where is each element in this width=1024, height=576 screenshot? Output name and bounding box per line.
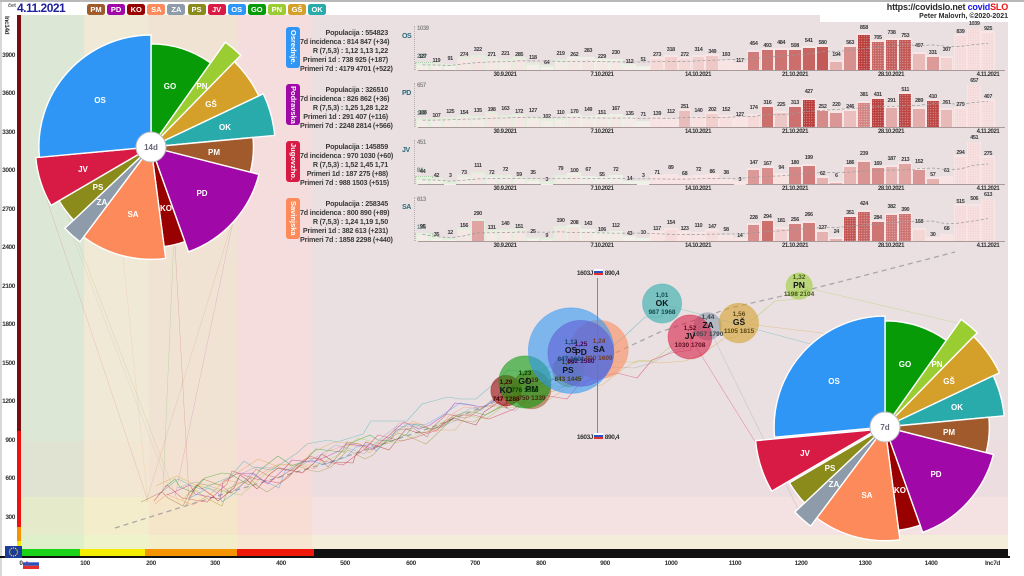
svg-text:PD: PD: [575, 347, 587, 357]
svg-text:747 1288: 747 1288: [492, 396, 519, 403]
svg-text:843 1445: 843 1445: [554, 376, 581, 383]
svg-text:1105 1815: 1105 1815: [724, 328, 755, 335]
svg-text:KO: KO: [894, 486, 906, 495]
svg-text:776 1356: 776 1356: [511, 387, 538, 394]
svg-text:14d: 14d: [144, 143, 158, 152]
svg-text:GO: GO: [518, 376, 532, 386]
svg-text:1,52: 1,52: [684, 325, 697, 332]
svg-text:GŠ: GŠ: [205, 100, 217, 109]
svg-text:1198 2104: 1198 2104: [784, 291, 815, 298]
svg-text:PN: PN: [931, 360, 942, 369]
svg-text:SA: SA: [861, 491, 872, 500]
svg-text:GŠ: GŠ: [733, 316, 746, 327]
svg-text:PN: PN: [793, 280, 805, 290]
svg-text:OS: OS: [94, 96, 106, 105]
svg-text:PS: PS: [562, 365, 574, 375]
svg-text:1,56: 1,56: [733, 311, 746, 318]
svg-text:GŠ: GŠ: [943, 377, 955, 386]
svg-text:1,01: 1,01: [656, 292, 669, 299]
svg-text:OS: OS: [828, 377, 840, 386]
svg-text:PS: PS: [825, 464, 836, 473]
svg-text:JV: JV: [78, 165, 88, 174]
svg-text:1,09: 1,09: [562, 359, 575, 366]
svg-text:PM: PM: [943, 428, 955, 437]
svg-text:KO: KO: [500, 385, 513, 395]
svg-text:PS: PS: [93, 183, 104, 192]
svg-text:ZA: ZA: [97, 198, 108, 207]
svg-text:KO: KO: [160, 204, 172, 213]
svg-text:JV: JV: [685, 331, 696, 341]
svg-text:PD: PD: [930, 470, 941, 479]
svg-text:1030 1708: 1030 1708: [675, 342, 706, 349]
svg-text:GO: GO: [164, 82, 176, 91]
svg-text:987 1968: 987 1968: [648, 309, 675, 316]
svg-text:1,23: 1,23: [519, 370, 532, 377]
svg-text:847 1601: 847 1601: [557, 356, 584, 363]
svg-text:ZA: ZA: [829, 480, 840, 489]
svg-text:SA: SA: [593, 344, 605, 354]
svg-text:1,32: 1,32: [793, 274, 806, 281]
svg-text:750 1339: 750 1339: [518, 395, 545, 402]
svg-text:SA: SA: [127, 210, 138, 219]
svg-text:1,12: 1,12: [565, 339, 578, 346]
svg-text:1,25: 1,25: [575, 341, 588, 348]
svg-text:862 1580: 862 1580: [567, 358, 594, 365]
svg-text:OK: OK: [219, 123, 231, 132]
svg-text:1,19: 1,19: [526, 377, 539, 384]
svg-text:1,29: 1,29: [500, 379, 513, 386]
svg-text:1,44: 1,44: [702, 314, 715, 321]
svg-text:PM: PM: [208, 148, 220, 157]
svg-text:PD: PD: [196, 189, 207, 198]
svg-text:OK: OK: [951, 403, 963, 412]
svg-text:890 1609: 890 1609: [585, 355, 612, 362]
svg-text:ZA: ZA: [702, 320, 713, 330]
svg-text:PN: PN: [196, 82, 207, 91]
svg-text:JV: JV: [800, 449, 810, 458]
svg-text:1057 1790: 1057 1790: [693, 331, 724, 338]
svg-text:GO: GO: [899, 360, 911, 369]
svg-text:7d: 7d: [880, 423, 889, 432]
svg-text:OS: OS: [565, 345, 578, 355]
svg-text:1,24: 1,24: [593, 338, 606, 345]
svg-text:OK: OK: [656, 298, 670, 308]
svg-text:PM: PM: [526, 384, 539, 394]
